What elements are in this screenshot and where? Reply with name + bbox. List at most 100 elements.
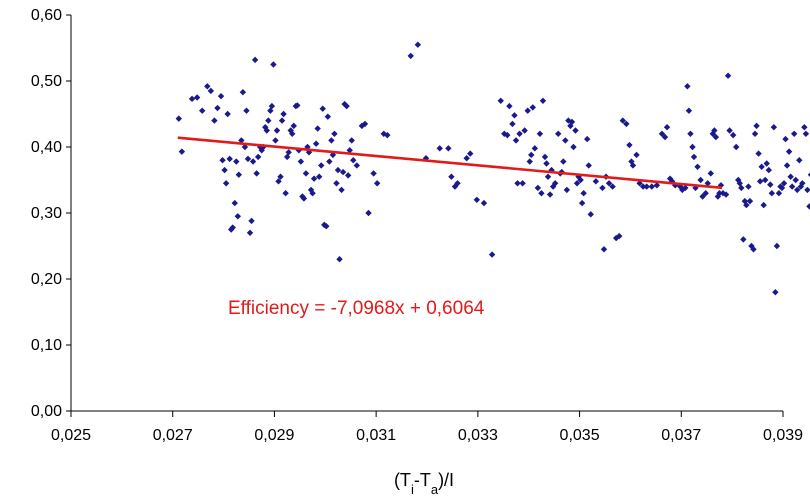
data-point	[619, 117, 626, 124]
data-point	[233, 158, 240, 165]
data-point	[407, 52, 414, 60]
data-point	[333, 180, 340, 187]
data-point	[224, 110, 231, 118]
data-point	[563, 186, 571, 194]
data-point	[219, 157, 226, 164]
data-point	[270, 61, 277, 68]
data-point	[643, 183, 650, 190]
data-point	[802, 130, 810, 137]
data-point	[497, 97, 504, 104]
data-point	[585, 162, 592, 169]
data-point	[570, 143, 577, 151]
data-point	[599, 184, 606, 192]
data-point	[294, 102, 301, 109]
data-point	[661, 133, 669, 141]
data-point	[297, 158, 305, 165]
data-point	[733, 143, 740, 151]
data-point	[796, 157, 803, 164]
data-point	[204, 83, 211, 90]
data-point	[773, 242, 781, 250]
data-point	[536, 130, 544, 137]
y-tick-label: 0,40	[31, 139, 62, 156]
data-point	[639, 183, 647, 190]
data-point	[685, 107, 693, 114]
data-point	[768, 190, 776, 197]
data-point	[287, 127, 294, 134]
x-axis-label-part: -T	[414, 470, 431, 490]
x-axis-label-part: )/I	[438, 470, 454, 490]
x-axis-label-part: (T	[394, 470, 411, 490]
data-point	[609, 183, 616, 190]
data-point	[265, 117, 272, 124]
data-point	[314, 125, 321, 132]
data-point	[577, 176, 584, 184]
data-point	[353, 162, 361, 169]
data-point	[336, 256, 343, 263]
x-axis-label-subscript: a	[431, 482, 439, 497]
data-point	[573, 180, 581, 187]
data-point	[704, 180, 711, 187]
trendline-equation: Efficiency = -7,0968x + 0,6064	[228, 298, 485, 319]
data-point	[244, 155, 252, 163]
data-point	[750, 246, 757, 253]
data-point	[175, 115, 183, 122]
data-point	[312, 140, 320, 147]
data-point	[473, 196, 481, 203]
data-point	[211, 117, 218, 124]
data-point	[804, 186, 810, 194]
data-point	[299, 193, 306, 200]
data-point	[783, 162, 791, 169]
data-point	[751, 130, 759, 137]
data-point	[736, 180, 743, 187]
data-point	[506, 102, 513, 110]
data-point	[572, 127, 579, 134]
trendline	[177, 136, 723, 190]
data-point	[712, 133, 720, 141]
data-point	[278, 117, 286, 124]
data-point	[488, 251, 496, 258]
data-point	[350, 157, 357, 164]
data-point	[745, 183, 752, 190]
data-point	[302, 170, 310, 177]
data-point	[384, 131, 391, 139]
data-point	[568, 118, 576, 126]
data-point	[551, 180, 559, 187]
data-point	[346, 147, 353, 154]
data-point	[235, 171, 243, 178]
data-point	[231, 199, 238, 207]
data-point	[748, 242, 755, 250]
data-point	[272, 137, 279, 144]
data-point	[636, 180, 643, 187]
x-tick-label: 0,039	[763, 427, 803, 444]
data-point	[543, 160, 550, 167]
data-point	[193, 94, 201, 101]
data-point	[361, 120, 369, 128]
data-point	[792, 176, 799, 184]
x-axis-label-subscript: i	[411, 482, 414, 497]
data-point	[746, 197, 754, 205]
data-point	[648, 183, 655, 190]
data-point	[560, 158, 567, 165]
data-point	[243, 107, 250, 114]
data-point	[758, 163, 765, 170]
data-point	[763, 160, 770, 167]
data-point	[722, 191, 730, 198]
data-point	[221, 166, 228, 174]
data-point	[719, 190, 727, 197]
data-point	[687, 130, 694, 137]
data-point	[524, 107, 531, 114]
data-point	[780, 180, 788, 187]
data-point	[760, 201, 767, 209]
data-point	[567, 122, 574, 130]
data-point	[562, 137, 569, 144]
data-point	[626, 141, 633, 149]
data-point	[633, 151, 640, 159]
data-point	[512, 137, 520, 144]
data-point	[467, 150, 474, 157]
data-point	[724, 72, 732, 79]
data-point	[584, 135, 591, 143]
data-point	[775, 190, 783, 197]
data-point	[275, 178, 282, 185]
data-point	[516, 130, 523, 137]
data-point	[463, 155, 470, 162]
